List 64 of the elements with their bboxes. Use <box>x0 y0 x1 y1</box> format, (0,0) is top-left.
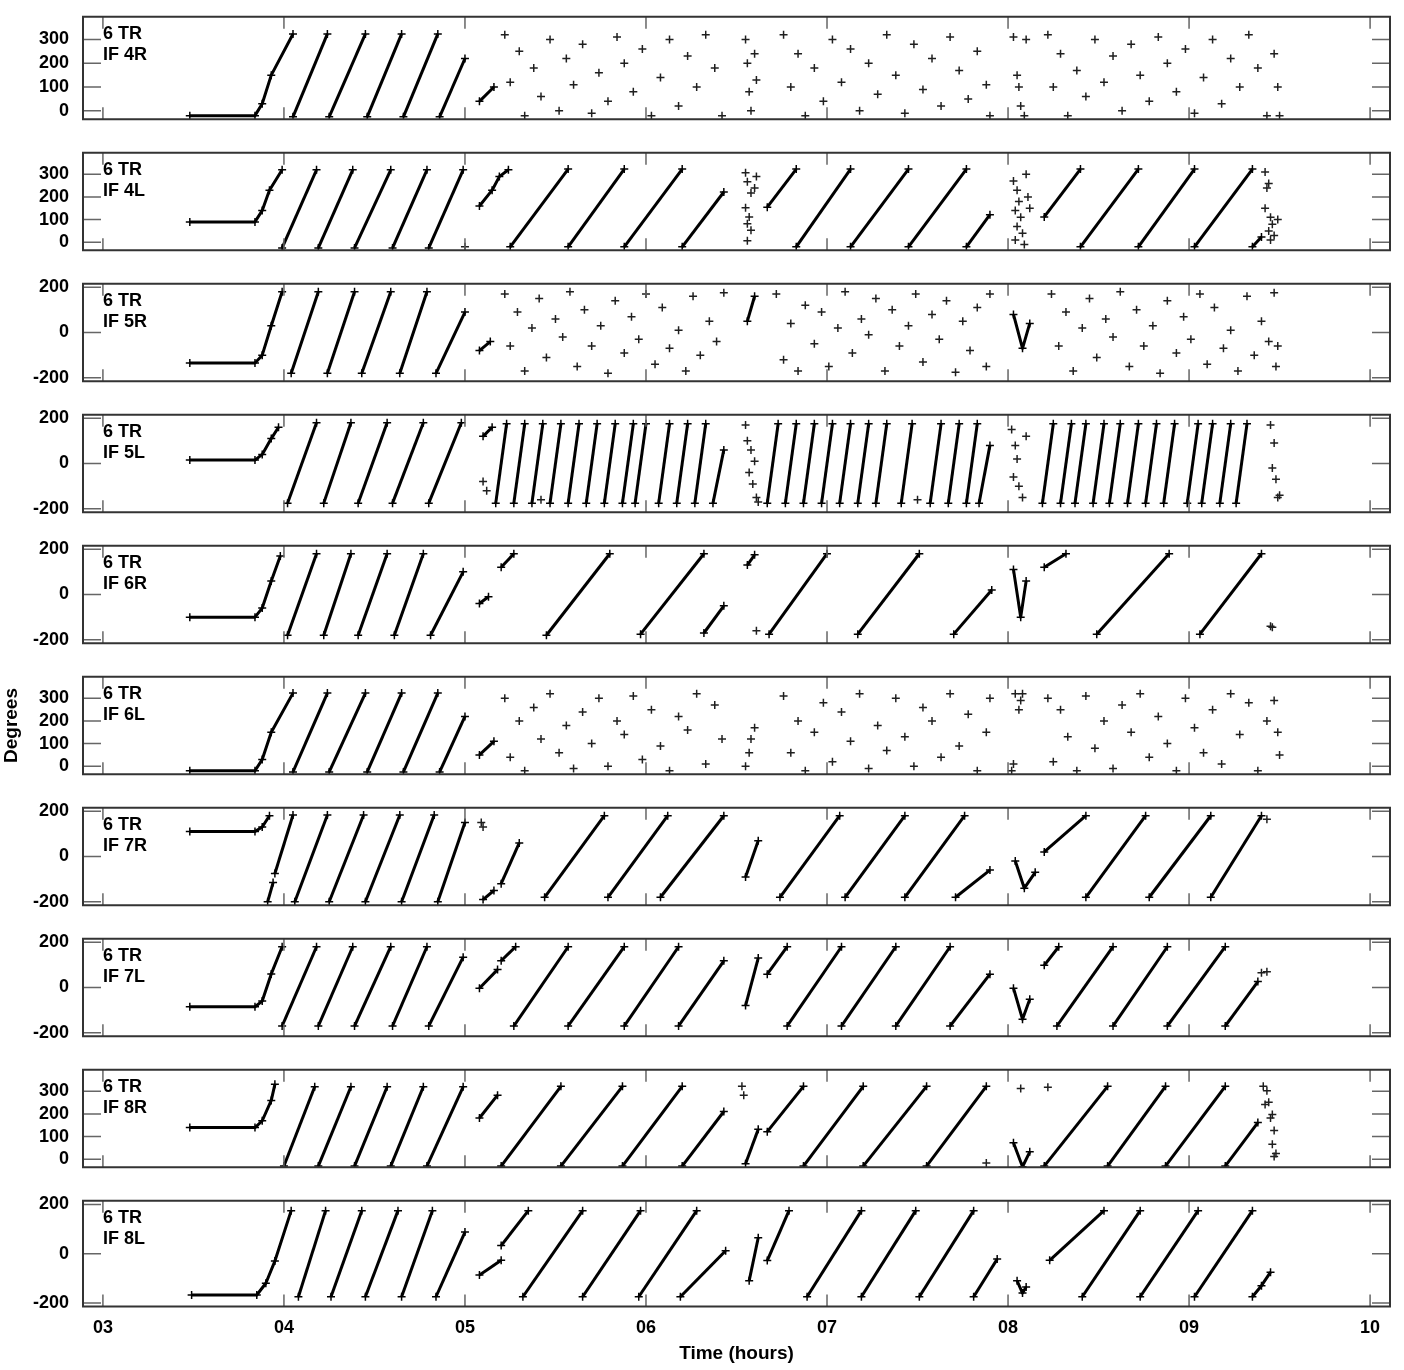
x-tick-label: 07 <box>817 1317 838 1338</box>
annotation: 6 TR <box>103 1075 143 1096</box>
annotation: IF 4L <box>103 179 146 200</box>
y-tick-label: 300 <box>38 163 69 184</box>
y-tick-label: 200 <box>38 407 69 428</box>
y-tick-label: -200 <box>32 1021 69 1042</box>
annotation: IF 8L <box>103 1227 146 1248</box>
x-tick-label: 08 <box>998 1317 1019 1338</box>
y-tick-label: 100 <box>38 76 69 97</box>
y-tick-label: 200 <box>38 52 69 73</box>
annotation: IF 5L <box>103 441 146 462</box>
x-tick-label: 04 <box>273 1317 294 1338</box>
y-tick-label: -200 <box>32 890 69 911</box>
y-tick-label: 0 <box>58 99 69 120</box>
y-tick-label: -200 <box>32 1291 69 1312</box>
annotation: IF 8R <box>103 1096 148 1117</box>
y-axis-title: Degrees <box>0 688 21 763</box>
annotation: IF 4R <box>103 43 148 64</box>
x-tick-label: 10 <box>1360 1317 1381 1338</box>
y-tick-label: 300 <box>38 687 69 708</box>
annotation: 6 TR <box>103 1206 143 1227</box>
y-tick-label: 200 <box>38 931 69 952</box>
y-tick-label: 200 <box>38 800 69 821</box>
x-axis-title: Time (hours) <box>679 1341 794 1363</box>
x-tick-label: 05 <box>454 1317 475 1338</box>
y-tick-label: -200 <box>32 628 69 649</box>
y-tick-label: 0 <box>58 1148 69 1169</box>
annotation: 6 TR <box>103 682 143 703</box>
y-tick-label: 200 <box>38 276 69 297</box>
y-tick-label: 200 <box>38 538 69 559</box>
y-tick-label: 0 <box>58 231 69 252</box>
y-tick-label: 100 <box>38 1125 69 1146</box>
y-tick-label: 200 <box>38 1102 69 1123</box>
x-tick-label: 03 <box>92 1317 113 1338</box>
annotation: 6 TR <box>103 944 143 965</box>
annotation: IF 6L <box>103 703 146 724</box>
y-tick-label: 0 <box>58 1242 69 1263</box>
x-tick-label: 06 <box>635 1317 656 1338</box>
annotation: IF 6R <box>103 572 148 593</box>
y-tick-label: 200 <box>38 1193 69 1214</box>
y-tick-label: -200 <box>32 366 69 387</box>
annotation: 6 TR <box>103 158 143 179</box>
annotation: 6 TR <box>103 551 143 572</box>
annotation: IF 7L <box>103 965 146 986</box>
annotation: IF 7R <box>103 834 148 855</box>
y-tick-label: 300 <box>38 1080 69 1101</box>
y-tick-label: 300 <box>38 28 69 49</box>
y-tick-label: 0 <box>58 976 69 997</box>
y-tick-label: 0 <box>58 321 69 342</box>
x-tick-label: 09 <box>1179 1317 1200 1338</box>
y-tick-label: 0 <box>58 845 69 866</box>
annotation: IF 5R <box>103 310 148 331</box>
y-tick-label: 200 <box>38 185 69 206</box>
y-tick-label: 100 <box>38 732 69 753</box>
y-tick-label: 0 <box>58 583 69 604</box>
y-tick-label: 0 <box>58 755 69 776</box>
y-tick-label: -200 <box>32 497 69 518</box>
annotation: 6 TR <box>103 813 143 834</box>
y-tick-label: 0 <box>58 452 69 473</box>
annotation: 6 TR <box>103 289 143 310</box>
annotation: 6 TR <box>103 420 143 441</box>
annotation: 6 TR <box>103 22 143 43</box>
y-tick-label: 200 <box>38 709 69 730</box>
y-tick-label: 100 <box>38 208 69 229</box>
